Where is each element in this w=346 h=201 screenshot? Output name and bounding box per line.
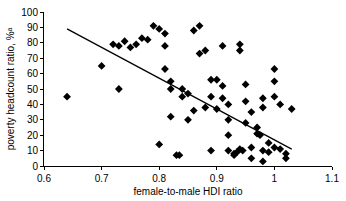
- svg-text:female-to-male HDI ratio: female-to-male HDI ratio: [134, 186, 243, 197]
- svg-text:0.9: 0.9: [210, 173, 224, 184]
- svg-text:10: 10: [27, 145, 39, 156]
- svg-text:0.7: 0.7: [95, 173, 109, 184]
- svg-text:100: 100: [21, 7, 38, 18]
- svg-text:0: 0: [32, 161, 38, 172]
- svg-text:70: 70: [27, 53, 39, 64]
- svg-text:poverty headcount ratio, %ᵃ: poverty headcount ratio, %ᵃ: [5, 27, 16, 150]
- svg-text:80: 80: [27, 37, 39, 48]
- svg-text:90: 90: [27, 22, 39, 33]
- svg-text:40: 40: [27, 99, 39, 110]
- svg-text:30: 30: [27, 114, 39, 125]
- svg-text:60: 60: [27, 68, 39, 79]
- svg-text:20: 20: [27, 130, 39, 141]
- svg-text:0.6: 0.6: [37, 173, 51, 184]
- svg-text:1.1: 1.1: [325, 173, 339, 184]
- svg-text:50: 50: [27, 84, 39, 95]
- svg-text:0.8: 0.8: [152, 173, 166, 184]
- svg-text:1: 1: [272, 173, 278, 184]
